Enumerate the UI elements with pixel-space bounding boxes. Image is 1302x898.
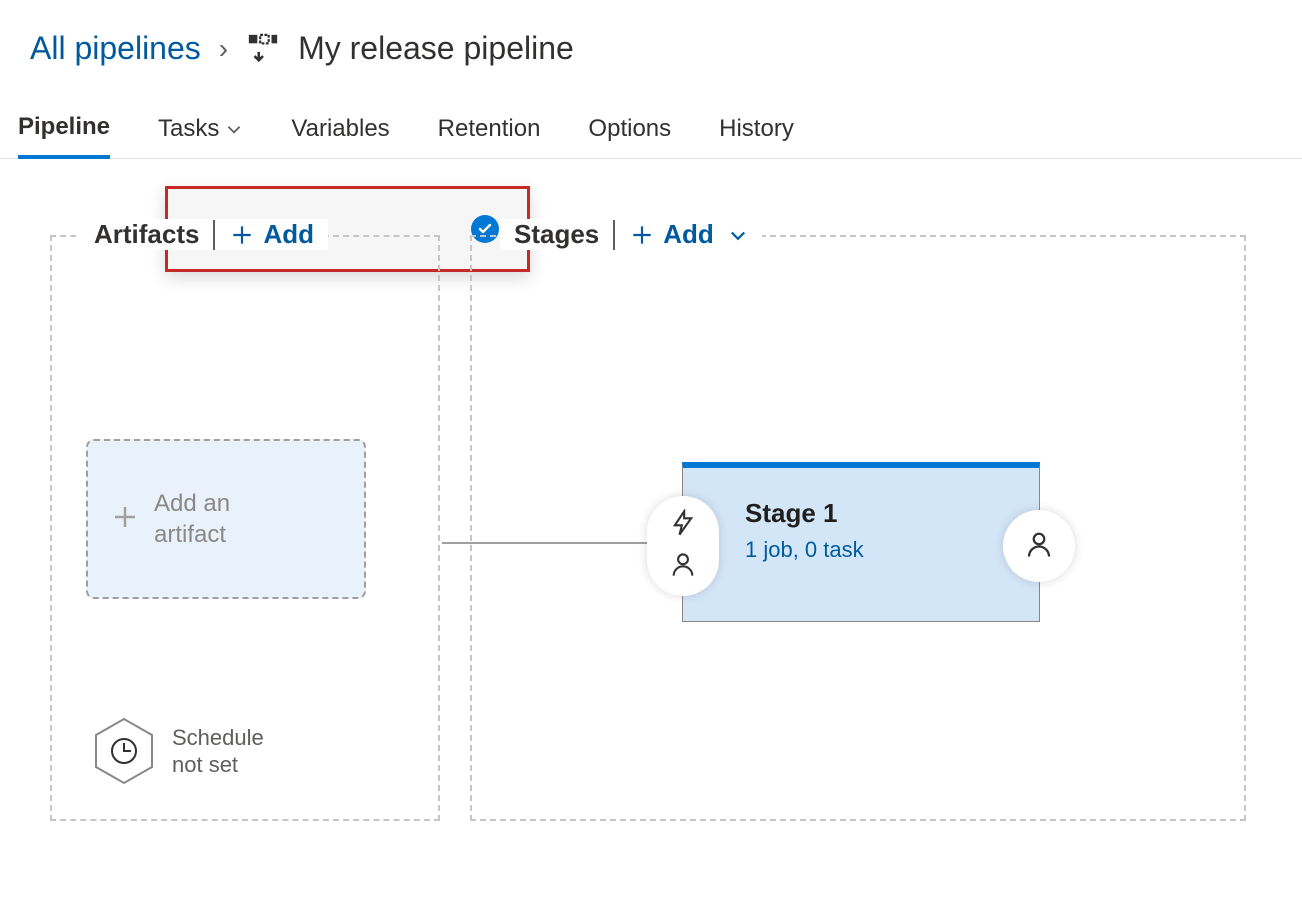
tab-label: Pipeline bbox=[18, 113, 110, 141]
tab-pipeline[interactable]: Pipeline bbox=[18, 113, 110, 159]
add-artifact-placeholder[interactable]: Add an artifact bbox=[86, 439, 366, 599]
lightning-icon bbox=[669, 509, 697, 542]
pre-deployment-conditions[interactable] bbox=[647, 496, 719, 596]
stage-name: Stage 1 bbox=[745, 498, 1009, 529]
stage-card[interactable]: Stage 1 1 job, 0 task bbox=[682, 462, 1040, 622]
divider bbox=[613, 220, 615, 250]
placeholder-line1: Add an bbox=[154, 488, 230, 519]
schedule-line2: not set bbox=[172, 751, 264, 779]
chevron-down-icon bbox=[225, 120, 243, 138]
tab-label: History bbox=[719, 115, 794, 143]
stages-panel: Stages Add bbox=[470, 235, 1246, 821]
add-artifact-link[interactable]: Add bbox=[229, 219, 314, 250]
add-label: Add bbox=[263, 219, 314, 250]
stages-title: Stages bbox=[514, 219, 599, 250]
tab-bar: Pipeline Tasks Variables Retention Optio… bbox=[0, 67, 1302, 159]
artifacts-title: Artifacts bbox=[94, 219, 199, 250]
tab-label: Variables bbox=[291, 115, 389, 143]
tab-history[interactable]: History bbox=[719, 113, 794, 158]
stage-subtitle[interactable]: 1 job, 0 task bbox=[745, 537, 1009, 563]
pipeline-canvas: Artifacts Add Add an artifact bbox=[0, 159, 1302, 821]
artifacts-panel-header: Artifacts Add bbox=[80, 219, 328, 250]
breadcrumb-separator: › bbox=[219, 33, 228, 65]
stage-card-body: Stage 1 1 job, 0 task bbox=[683, 468, 1039, 563]
breadcrumb-root-link[interactable]: All pipelines bbox=[30, 30, 201, 67]
divider bbox=[213, 220, 215, 250]
tab-options[interactable]: Options bbox=[588, 113, 671, 158]
add-stage-link[interactable]: Add bbox=[629, 219, 748, 250]
add-label: Add bbox=[663, 219, 714, 250]
schedule-trigger[interactable]: Schedule not set bbox=[94, 717, 264, 785]
tab-label: Options bbox=[588, 115, 671, 143]
tab-tasks[interactable]: Tasks bbox=[158, 113, 243, 158]
clock-hexagon-icon bbox=[94, 717, 154, 785]
schedule-line1: Schedule bbox=[172, 724, 264, 752]
placeholder-text: Add an artifact bbox=[154, 488, 230, 550]
stages-panel-header: Stages Add bbox=[500, 219, 762, 250]
plus-icon bbox=[110, 502, 140, 537]
page-title: My release pipeline bbox=[298, 30, 574, 67]
tab-retention[interactable]: Retention bbox=[438, 113, 541, 158]
tab-label: Tasks bbox=[158, 115, 219, 143]
tab-variables[interactable]: Variables bbox=[291, 113, 389, 158]
connector-line bbox=[442, 542, 682, 544]
tab-label: Retention bbox=[438, 115, 541, 143]
plus-icon bbox=[229, 222, 255, 248]
artifacts-panel: Artifacts Add Add an artifact bbox=[50, 235, 440, 821]
plus-icon bbox=[629, 222, 655, 248]
pipeline-icon bbox=[246, 32, 280, 66]
person-icon bbox=[669, 550, 697, 583]
schedule-text: Schedule not set bbox=[172, 724, 264, 779]
post-deployment-conditions[interactable] bbox=[1003, 510, 1075, 582]
breadcrumb: All pipelines › My release pipeline bbox=[0, 0, 1302, 67]
placeholder-line2: artifact bbox=[154, 519, 230, 550]
person-icon bbox=[1024, 529, 1054, 564]
chevron-down-icon bbox=[728, 225, 748, 245]
